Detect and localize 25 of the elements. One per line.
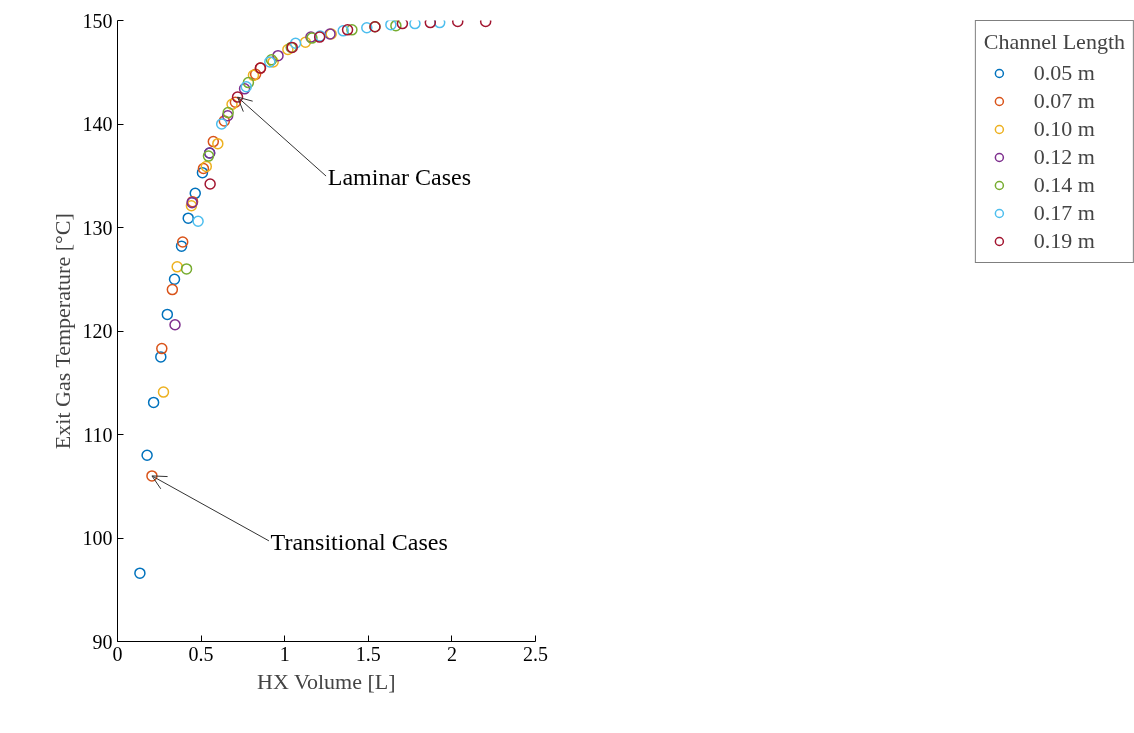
legend-label: 0.10 m [1033,116,1095,142]
y-tick-label: 140 [82,113,113,135]
legend-label: 0.17 m [1033,200,1095,226]
y-tick-label: 130 [82,216,113,239]
y-axis-title: Exit Gas Temperature [°C] [49,213,75,450]
x-tick-label: 1.5 [355,642,381,665]
x-tick-label: 0 [112,642,123,665]
legend-title: Channel Length [983,29,1125,55]
legend-label: 0.14 m [1033,172,1095,198]
legend-label: 0.05 m [1033,60,1095,86]
legend-label: 0.19 m [1033,228,1095,254]
y-tick-label: 150 [82,9,113,32]
y-tick-label: 90 [92,630,113,653]
x-tick-label: 1 [279,642,290,665]
x-tick-label: 2 [446,642,457,665]
x-tick-label: 2.5 [523,642,548,665]
y-tick-label: 100 [82,527,113,549]
legend-label: 0.12 m [1033,144,1095,170]
y-tick-label: 110 [83,423,113,446]
x-tick-label: 0.5 [188,642,214,665]
y-tick-label: 120 [82,320,113,342]
x-axis-title: HX Volume [L] [257,668,396,694]
annotation: Laminar Cases [327,164,472,191]
legend-label: 0.07 m [1033,88,1095,114]
annotation: Transitional Cases [270,528,448,555]
